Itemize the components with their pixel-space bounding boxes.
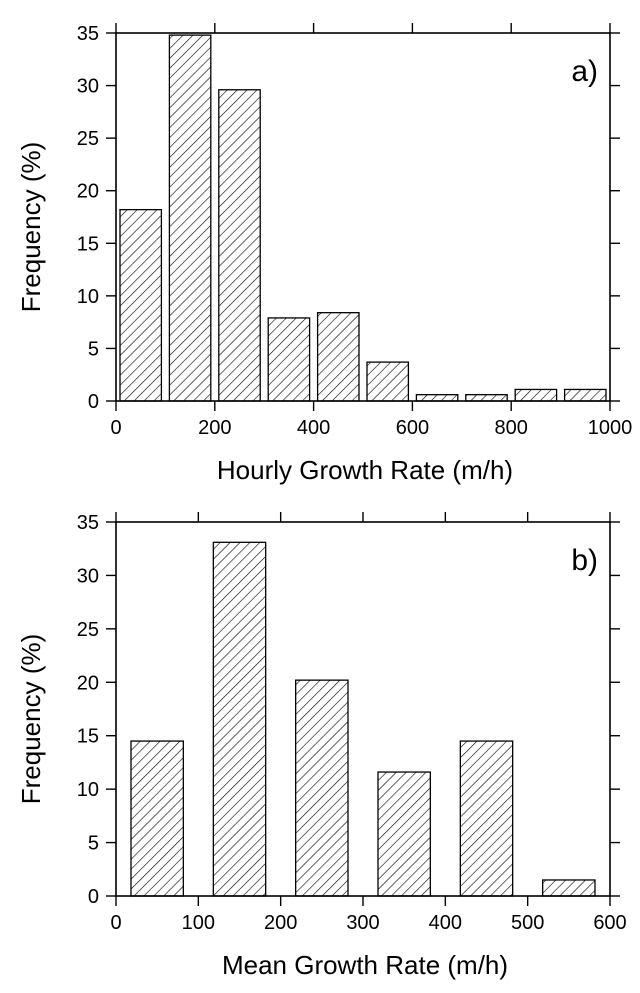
panel-b-bar-2 <box>295 679 349 897</box>
panel-a-bar-4 <box>316 312 360 402</box>
panel-b-y-axis-title: Frequency (%) <box>16 634 46 805</box>
panel-a-x-tick-label: 0 <box>110 417 121 439</box>
panel-a-y-tick-label: 20 <box>77 181 99 203</box>
panel-b-label: b) <box>571 544 598 577</box>
panel-a-bar-6 <box>415 394 459 402</box>
panel-b-bar-5 <box>542 879 596 897</box>
panel-b-x-tick-label: 100 <box>182 912 215 934</box>
panel-b-x-axis-title: Mean Growth Rate (m/h) <box>222 950 508 980</box>
panel-b-mean-growth-rate: 0 100 200 300 400 500 600 0 5 10 15 20 25 30 35 Mean Gr… <box>16 512 627 980</box>
panel-a-x-tick-label: 200 <box>198 417 231 439</box>
panel-a-bar-8 <box>514 388 558 402</box>
panel-b-x-tick-label: 200 <box>264 912 297 934</box>
panel-b-bar-3 <box>377 771 431 897</box>
panel-a-y-tick-label: 30 <box>77 76 99 98</box>
panel-a-y-tick-label: 10 <box>77 286 99 308</box>
panel-b-y-tick-label: 0 <box>88 886 99 908</box>
panel-b-plot-frame <box>115 521 611 897</box>
panel-a-x-tick-label: 1000 <box>588 417 633 439</box>
panel-b-y-tick-label: 20 <box>77 672 99 694</box>
panel-a-y-tick-label: 0 <box>88 391 99 413</box>
panel-a-label: a) <box>571 55 598 88</box>
panel-b-bar-4 <box>459 740 514 897</box>
panel-b-bar-1 <box>212 541 267 897</box>
panel-a-y-tick-label: 35 <box>77 23 99 45</box>
panel-a-y-tick-label: 15 <box>77 233 99 255</box>
panel-a-x-tick-label: 400 <box>297 417 330 439</box>
panel-a-plot-frame <box>115 32 611 402</box>
panel-a-y-tick-label: 5 <box>88 338 99 360</box>
panel-a-x-tick-label: 600 <box>396 417 429 439</box>
panel-a-bar-9 <box>563 388 607 402</box>
panel-b-y-tick-label: 30 <box>77 565 99 587</box>
panel-a-x-tick-label: 800 <box>495 417 528 439</box>
panel-b-bar-0 <box>130 740 184 897</box>
panel-b-y-tick-label: 15 <box>77 726 99 748</box>
panel-a-bar-2 <box>218 89 261 402</box>
panel-b-y-tick-label: 5 <box>88 833 99 855</box>
panel-a-bar-1 <box>168 34 212 402</box>
panel-b-x-tick-label: 600 <box>593 912 626 934</box>
panel-a-hourly-growth-rate: 0 200 400 600 800 1000 0 5 10 15 20 25 30 35 Hourly Gr… <box>16 23 632 485</box>
panel-b-x-tick-label: 500 <box>511 912 544 934</box>
panel-a-x-axis-title: Hourly Growth Rate (m/h) <box>217 455 513 485</box>
panel-b-x-tick-label: 400 <box>429 912 462 934</box>
panel-a-bar-0 <box>119 208 163 402</box>
panel-a-bar-7 <box>465 394 508 402</box>
panel-a-bar-5 <box>366 361 410 402</box>
panel-a-bar-3 <box>267 317 311 402</box>
panel-a-y-axis-title: Frequency (%) <box>16 142 46 313</box>
panel-b-y-tick-label: 25 <box>77 619 99 641</box>
panel-b-y-tick-label: 35 <box>77 512 99 534</box>
panel-a-y-tick-label: 25 <box>77 128 99 150</box>
panel-b-x-tick-label: 300 <box>346 912 379 934</box>
panel-b-y-tick-label: 10 <box>77 779 99 801</box>
panel-b-x-tick-label: 0 <box>110 912 121 934</box>
